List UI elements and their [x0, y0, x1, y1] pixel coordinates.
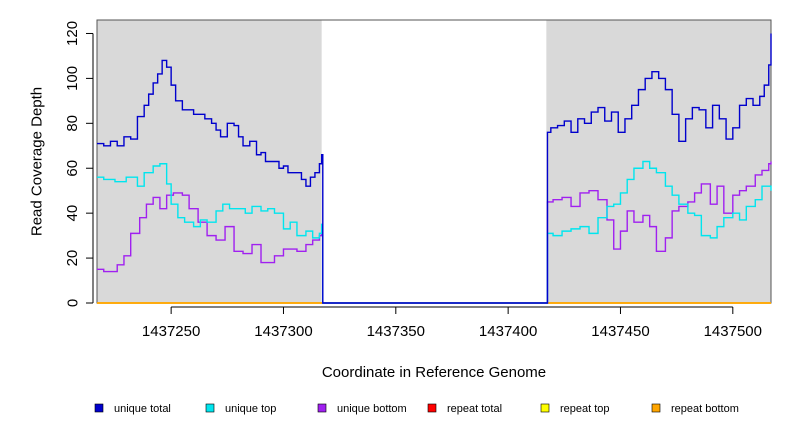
y-tick-label: 80 — [64, 115, 81, 132]
y-tick-label: 40 — [64, 205, 81, 222]
legend-label-unique-top: unique top — [225, 403, 276, 415]
x-tick-label: 1437450 — [591, 323, 649, 340]
legend-swatch-unique-bottom — [317, 403, 327, 413]
legend-swatch-repeat-total — [427, 403, 437, 413]
legend-label-repeat-total: repeat total — [447, 403, 502, 415]
legend-swatch-unique-top — [205, 403, 215, 413]
x-tick-label: 1437300 — [254, 323, 312, 340]
shaded-regions — [97, 20, 771, 303]
y-tick-label: 0 — [64, 299, 81, 307]
legend-label-unique-bottom: unique bottom — [337, 403, 407, 415]
legend-label-repeat-bottom: repeat bottom — [671, 403, 739, 415]
series-lines — [97, 33, 772, 304]
x-tick-label: 1437400 — [479, 323, 537, 340]
legend-label-unique-total: unique total — [114, 403, 171, 415]
legend: unique total unique top unique bottom repea… — [94, 403, 739, 415]
y-tick-label: 120 — [64, 21, 81, 46]
x-tick-label: 1437500 — [704, 323, 762, 340]
x-tick-label: 1437250 — [142, 323, 200, 340]
y-tick-label: 60 — [64, 160, 81, 177]
shaded-region-2 — [546, 20, 771, 303]
series-line-unique-total — [97, 33, 772, 304]
x-tick-label: 1437350 — [367, 323, 425, 340]
x-axis-title: Coordinate in Reference Genome — [322, 364, 546, 381]
y-tick-label: 20 — [64, 250, 81, 267]
shaded-region-1 — [97, 20, 322, 303]
legend-swatch-unique-total — [94, 403, 104, 413]
y-tick-label: 100 — [64, 66, 81, 91]
legend-swatch-repeat-bottom — [651, 403, 661, 413]
legend-label-repeat-top: repeat top — [560, 403, 610, 415]
legend-swatch-repeat-top — [540, 403, 550, 413]
y-axis-title: Read Coverage Depth — [28, 87, 45, 236]
axes: 1437250 1437300 1437350 1437400 1437450 14375… — [64, 21, 762, 340]
